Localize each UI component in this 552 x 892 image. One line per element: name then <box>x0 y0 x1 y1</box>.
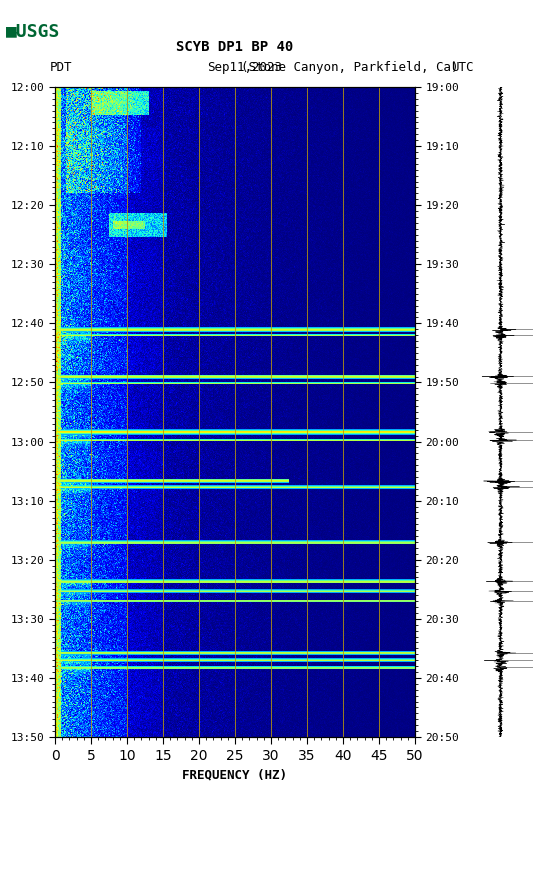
Text: SCYB DP1 BP 40: SCYB DP1 BP 40 <box>177 40 294 54</box>
Text: (Stone Canyon, Parkfield, Ca): (Stone Canyon, Parkfield, Ca) <box>241 61 458 74</box>
Text: UTC: UTC <box>451 61 474 74</box>
Text: Sep11,2023: Sep11,2023 <box>208 61 283 74</box>
Text: PDT: PDT <box>50 61 72 74</box>
X-axis label: FREQUENCY (HZ): FREQUENCY (HZ) <box>183 768 288 781</box>
Text: ■USGS: ■USGS <box>6 22 60 40</box>
